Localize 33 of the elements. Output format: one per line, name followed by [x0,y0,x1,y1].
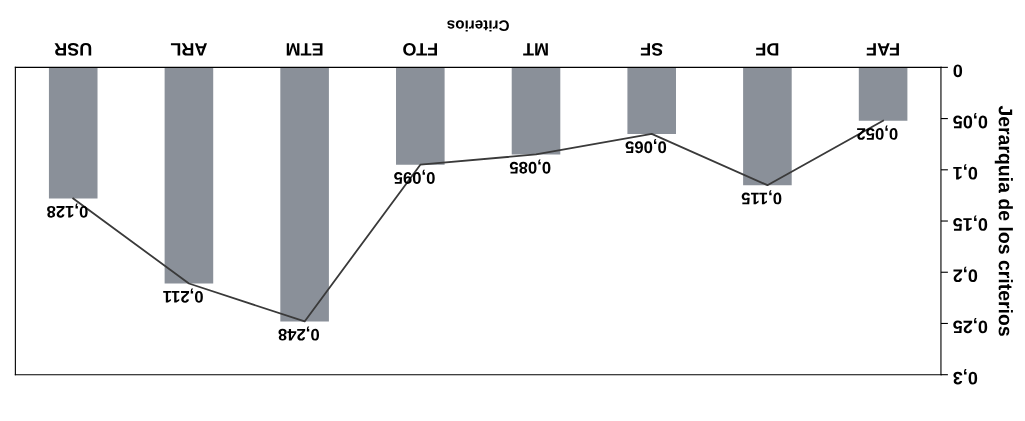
bar [627,67,676,134]
y-tick-label: 0,1 [953,164,978,180]
bar [511,67,561,155]
bar [743,67,792,186]
data-label: 0,095 [394,169,435,184]
data-label: 0,065 [625,138,667,154]
x-tick-label: FTO [403,42,437,56]
bar [858,67,908,121]
data-label: 0,115 [741,190,782,205]
data-label: 0,128 [47,203,88,218]
y-tick-label: 0,05 [953,112,988,129]
x-tick-label: ARL [170,43,208,56]
y-tick-label: 0,25 [953,317,988,334]
y-axis-title: Jerarquia de los criterios [994,105,1013,336]
bar [280,67,329,322]
x-tick-label: SF [640,42,663,56]
data-label: 0,052 [857,125,898,140]
y-tick-label: 0,2 [953,266,978,283]
bar [48,67,98,199]
y-tick-label: 0,3 [953,369,978,385]
y-tick-label: 0 [953,64,963,78]
x-tick-label: DF [756,43,779,56]
x-tick-label: MT [523,43,548,56]
x-axis-title: Criterios [447,20,509,32]
y-tick-label: 0,15 [953,215,988,231]
data-label: 0,248 [278,326,320,341]
data-label: 0,211 [163,288,203,303]
x-tick-label: FAF [866,43,899,56]
data-label: 0,085 [509,159,551,174]
x-tick-label: ETM [286,43,323,56]
x-tick-label: USR [54,42,92,56]
bar [164,67,214,284]
bar [396,67,445,165]
